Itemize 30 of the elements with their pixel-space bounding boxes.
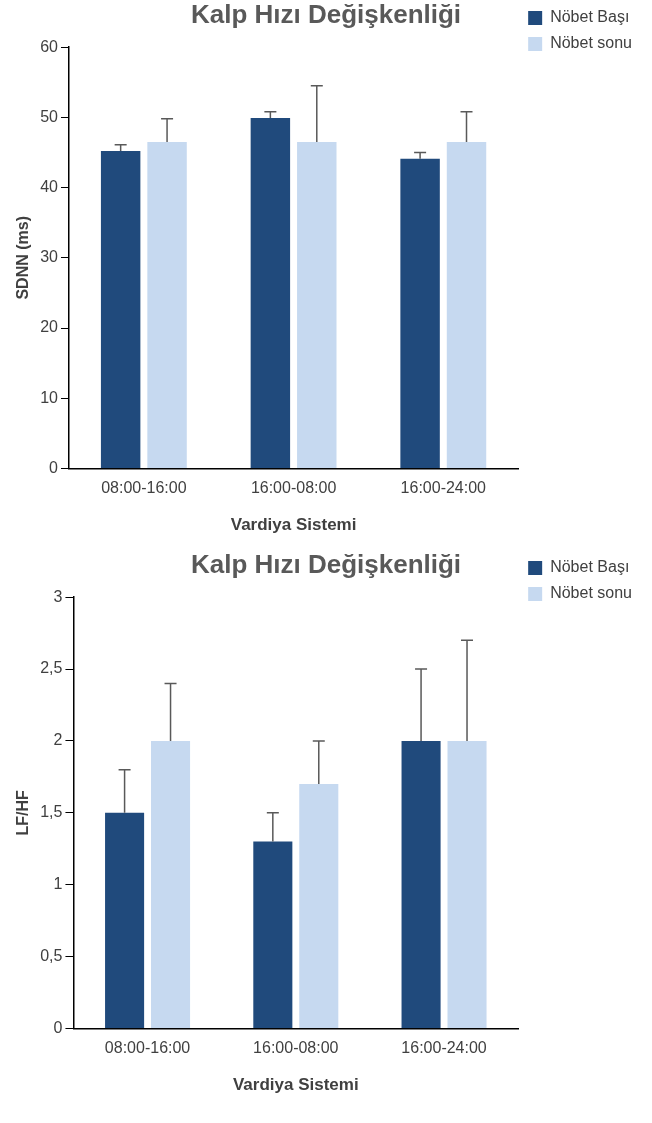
chart-title: Kalp Hızı Değişkenliği <box>190 548 462 579</box>
x-tick-label: 16:00-08:00 <box>250 479 337 497</box>
y-axis-title: SDNN (ms) <box>14 216 32 300</box>
y-tick-label: 30 <box>40 248 59 266</box>
x-tick-label: 08:00-16:00 <box>101 479 187 497</box>
x-tick-label: 08:00-16:00 <box>104 1039 191 1057</box>
legend-label: Nöbet sonu <box>550 34 633 52</box>
legend-label: Nöbet Başı <box>550 558 630 576</box>
y-tick-label: 60 <box>40 37 59 55</box>
x-axis-title: Vardiya Sistemi <box>232 1075 359 1095</box>
y-tick-label: 1,5 <box>40 803 63 821</box>
x-axis-title: Vardiya Sistemi <box>230 515 357 535</box>
y-tick-label: 2 <box>53 731 63 749</box>
legend-label: Nöbet sonu <box>550 584 633 602</box>
chart-title: Kalp Hızı Değişkenliği <box>190 0 462 29</box>
y-tick-label: 1 <box>53 875 63 893</box>
y-tick-label: 0,5 <box>40 946 63 964</box>
y-tick-label: 0 <box>49 458 59 476</box>
y-tick-label: 50 <box>40 107 59 125</box>
y-tick-label: 20 <box>40 318 59 336</box>
y-tick-label: 40 <box>40 178 59 196</box>
x-tick-label: 16:00-08:00 <box>253 1039 339 1057</box>
x-tick-label: 16:00-24:00 <box>401 1039 487 1057</box>
y-tick-label: 0 <box>53 1018 63 1036</box>
y-tick-label: 3 <box>53 587 63 605</box>
x-tick-label: 16:00-24:00 <box>400 479 487 497</box>
legend-label: Nöbet Başı <box>550 8 630 26</box>
y-tick-label: 2,5 <box>40 659 63 677</box>
y-tick-label: 10 <box>40 388 59 406</box>
y-axis-title: LF/HF <box>14 789 32 836</box>
